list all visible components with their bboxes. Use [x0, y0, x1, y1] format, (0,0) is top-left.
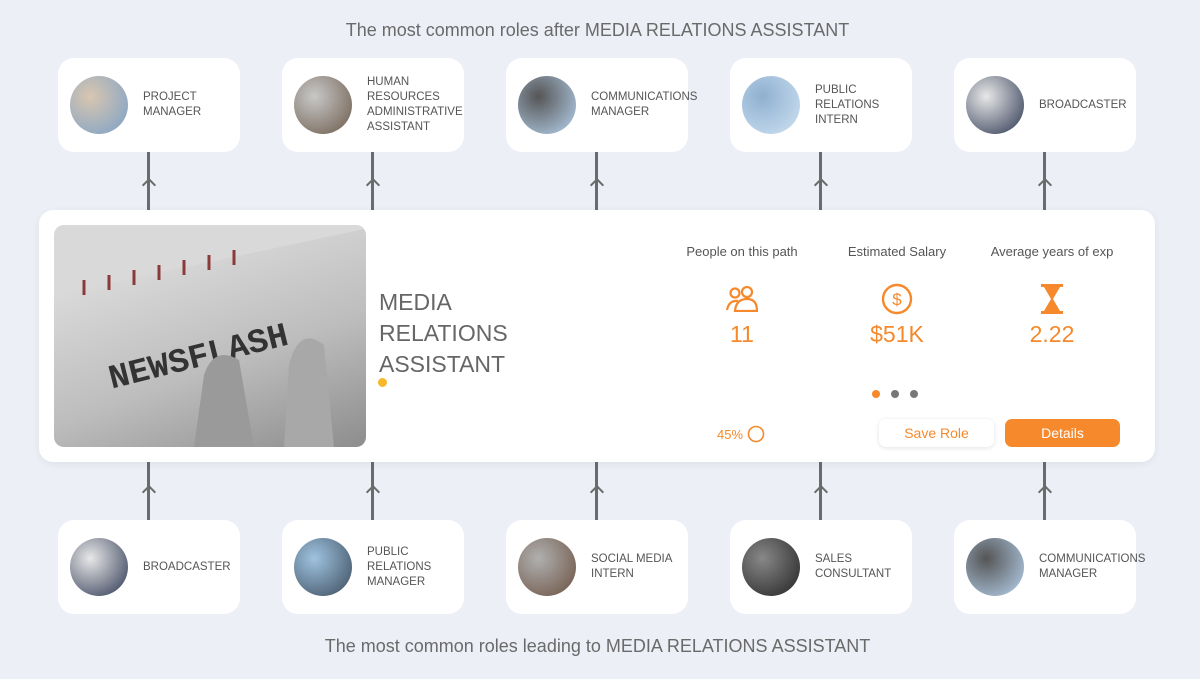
- role-label: Human Resources Administrative Assistant: [367, 76, 463, 133]
- role-title: MEDIA RELATIONS ASSISTANT: [379, 289, 508, 377]
- role-avatar: [518, 76, 576, 134]
- next_roles-role-card[interactable]: Communications Manager: [506, 58, 697, 152]
- arrow-up-icon: [589, 484, 605, 500]
- role-label: Communications Manager: [591, 91, 698, 118]
- carousel-dot-1[interactable]: [872, 390, 880, 398]
- connector-line: [147, 152, 150, 210]
- stat-value: 2.22: [1029, 321, 1075, 347]
- arrow-up-icon: [1037, 484, 1053, 500]
- role-avatar: [294, 538, 352, 596]
- role-label: Project Manager: [143, 91, 202, 118]
- current-role-card: NEWSFLASH MEDIA RELATIONS ASSISTANT Peop…: [39, 210, 1155, 462]
- arrow-up-icon: [813, 177, 829, 193]
- connector-line: [371, 462, 374, 520]
- previous_roles-role-card[interactable]: Social Media Intern: [506, 520, 688, 614]
- role-label: Public Relations Manager: [367, 545, 432, 588]
- svg-text:NEWSFLASH: NEWSFLASH: [105, 318, 292, 399]
- details-button[interactable]: Details: [1005, 419, 1120, 447]
- dollar-icon: $: [822, 281, 972, 317]
- newsflash-typewriter-image: NEWSFLASH: [54, 225, 366, 447]
- arrow-up-icon: [141, 484, 157, 500]
- role-label: Communications Manager: [1039, 553, 1146, 580]
- arrow-up-icon: [813, 484, 829, 500]
- match-indicator: 45%: [717, 425, 765, 443]
- match-percent: 45%: [717, 426, 744, 442]
- hourglass-icon: [977, 281, 1127, 317]
- arrow-up-icon: [365, 177, 381, 193]
- connector-line: [1043, 152, 1046, 210]
- next_roles-role-card[interactable]: Project Manager: [58, 58, 240, 152]
- connector-line: [371, 152, 374, 210]
- connector-line: [595, 152, 598, 210]
- previous_roles-role-card[interactable]: Public Relations Manager: [282, 520, 464, 614]
- top-heading: The most common roles after MEDIA RELATI…: [345, 20, 850, 40]
- role-label: Broadcaster: [143, 560, 231, 573]
- connector-line: [819, 462, 822, 520]
- stat-value: $51K: [870, 321, 924, 347]
- role-label: Broadcaster: [1039, 98, 1127, 111]
- previous_roles-role-card[interactable]: Broadcaster: [58, 520, 240, 614]
- next_roles-role-card[interactable]: Broadcaster: [954, 58, 1136, 152]
- connector-line: [819, 152, 822, 210]
- stat-experience: Average years of exp 2.22: [977, 244, 1127, 348]
- role-avatar: [966, 538, 1024, 596]
- previous_roles-role-card[interactable]: Sales Consultant: [730, 520, 912, 614]
- people-icon: [667, 281, 817, 317]
- stat-label: Estimated Salary: [847, 244, 947, 259]
- arrow-up-icon: [589, 177, 605, 193]
- save-role-button[interactable]: Save Role: [879, 419, 994, 447]
- role-avatar: [70, 76, 128, 134]
- stat-label: Average years of exp: [990, 244, 1114, 259]
- previous_roles-role-card[interactable]: Communications Manager: [954, 520, 1145, 614]
- role-label: Social Media Intern: [591, 553, 672, 580]
- role-avatar: [966, 76, 1024, 134]
- role-avatar: [518, 538, 576, 596]
- role-avatar: [742, 76, 800, 134]
- next_roles-role-card[interactable]: Public Relations Intern: [730, 58, 912, 152]
- arrow-up-icon: [141, 177, 157, 193]
- role-avatar: [70, 538, 128, 596]
- next_roles-role-card[interactable]: Human Resources Administrative Assistant: [282, 58, 464, 152]
- svg-text:$: $: [892, 290, 902, 309]
- connector-line: [1043, 462, 1046, 520]
- role-avatar: [742, 538, 800, 596]
- carousel-dot-2[interactable]: [891, 390, 899, 398]
- stat-label: People on this path: [686, 244, 798, 259]
- role-label: Sales Consultant: [815, 553, 892, 580]
- stat-people: People on this path 11: [667, 244, 817, 348]
- connector-line: [147, 462, 150, 520]
- role-avatar: [294, 76, 352, 134]
- arrow-up-icon: [1037, 177, 1053, 193]
- progress-ring-icon: [747, 425, 765, 443]
- arrow-up-icon: [365, 484, 381, 500]
- stat-value: 11: [730, 321, 754, 347]
- role-label: Public Relations Intern: [815, 83, 880, 126]
- connector-line: [595, 462, 598, 520]
- stat-salary: Estimated Salary $ $51K: [822, 244, 972, 348]
- carousel-dot-3[interactable]: [910, 390, 918, 398]
- bottom-heading: The most common roles leading to MEDIA R…: [324, 636, 871, 656]
- status-dot: [378, 378, 387, 387]
- role-image: NEWSFLASH: [54, 225, 366, 447]
